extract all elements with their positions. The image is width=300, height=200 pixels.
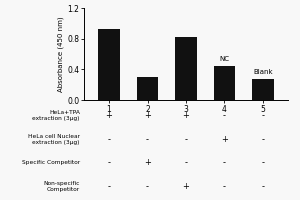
Text: +: + bbox=[183, 111, 189, 120]
Bar bbox=[137, 77, 158, 100]
Text: HeLa+TPA
extraction (3μg): HeLa+TPA extraction (3μg) bbox=[32, 110, 80, 121]
Text: -: - bbox=[107, 182, 110, 191]
Y-axis label: Absorbance (450 nm): Absorbance (450 nm) bbox=[58, 16, 64, 92]
Text: -: - bbox=[146, 182, 149, 191]
Text: -: - bbox=[262, 158, 265, 167]
Text: -: - bbox=[223, 182, 226, 191]
Text: -: - bbox=[107, 135, 110, 144]
Text: -: - bbox=[262, 111, 265, 120]
Bar bbox=[252, 79, 274, 100]
Text: +: + bbox=[221, 135, 228, 144]
Text: Specific Competitor: Specific Competitor bbox=[22, 160, 80, 165]
Text: -: - bbox=[262, 135, 265, 144]
Text: -: - bbox=[262, 182, 265, 191]
Text: -: - bbox=[223, 111, 226, 120]
Text: -: - bbox=[107, 158, 110, 167]
Text: NC: NC bbox=[220, 56, 230, 62]
Text: -: - bbox=[184, 135, 188, 144]
Bar bbox=[98, 29, 120, 100]
Text: +: + bbox=[183, 182, 189, 191]
Text: -: - bbox=[223, 158, 226, 167]
Text: Non-specific
Competitor: Non-specific Competitor bbox=[44, 181, 80, 192]
Text: HeLa cell Nuclear
extraction (3μg): HeLa cell Nuclear extraction (3μg) bbox=[28, 134, 80, 145]
Text: Blank: Blank bbox=[253, 69, 273, 75]
Text: -: - bbox=[184, 158, 188, 167]
Bar bbox=[176, 37, 197, 100]
Bar bbox=[214, 66, 235, 100]
Text: +: + bbox=[144, 111, 151, 120]
Text: +: + bbox=[106, 111, 112, 120]
Text: -: - bbox=[146, 135, 149, 144]
Text: +: + bbox=[144, 158, 151, 167]
